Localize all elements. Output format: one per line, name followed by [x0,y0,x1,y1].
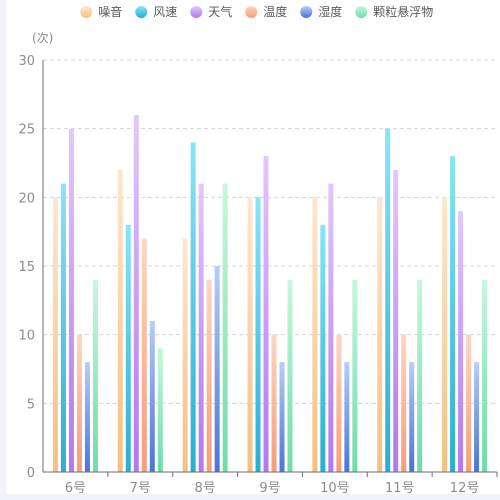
bar-颗粒悬浮物-6号[interactable] [92,279,98,472]
bar-噪音-8号[interactable] [182,238,188,472]
legend-label: 颗粒悬浮物 [373,4,433,19]
bar-天气-8号[interactable] [198,183,204,472]
bar-风速-6号[interactable] [60,183,66,472]
bar-噪音-6号[interactable] [52,197,58,473]
bar-温度-6号[interactable] [76,334,82,472]
legend-item[interactable]: 天气 [190,4,232,19]
bar-天气-10号[interactable] [328,183,334,472]
legend-label: 天气 [208,4,232,19]
bar-噪音-10号[interactable] [312,197,318,473]
bar-噪音-7号[interactable] [117,169,123,472]
legend-item[interactable]: 噪音 [80,4,122,19]
bar-温度-12号[interactable] [466,334,472,472]
bar-风速-8号[interactable] [190,142,196,472]
legend-marker [135,6,148,18]
axes: 0 5 10 15 20 25 30 6号 7号 8号 9号 10号 11号 12号 [18,54,498,496]
legend-marker [190,6,203,18]
bar-风速-11号[interactable] [385,128,391,472]
bar-湿度-6号[interactable] [84,362,90,472]
x-tick-label: 7号 [130,481,151,496]
legend-marker [245,6,258,18]
x-tick-label: 10号 [320,481,350,496]
bar-噪音-11号[interactable] [377,197,383,473]
bar-天气-12号[interactable] [458,211,464,473]
bar-颗粒悬浮物-7号[interactable] [157,348,163,472]
y-tick-label: 15 [18,260,35,275]
bar-湿度-12号[interactable] [474,362,480,472]
bar-天气-9号[interactable] [263,156,269,472]
x-tick-label: 8号 [195,481,216,496]
x-tick-label: 12号 [450,481,480,496]
bar-颗粒悬浮物-10号[interactable] [352,279,358,472]
bar-湿度-7号[interactable] [149,320,155,472]
bar-温度-11号[interactable] [401,334,407,472]
grid-lines [43,59,497,404]
legend-marker [80,6,93,18]
bar-温度-8号[interactable] [206,279,212,472]
y-tick-label: 20 [18,191,35,206]
bar-湿度-11号[interactable] [409,362,415,472]
legend[interactable]: 噪音 风速 天气 温度 湿度 颗粒悬浮物 [80,4,433,19]
bar-颗粒悬浮物-8号[interactable] [222,183,228,472]
legend-item[interactable]: 颗粒悬浮物 [355,4,433,19]
bottom-edge-strip [0,494,500,500]
bar-天气-11号[interactable] [393,169,399,472]
legend-item[interactable]: 风速 [135,5,177,19]
y-tick-label: 10 [18,329,35,344]
legend-item[interactable]: 湿度 [300,4,342,19]
x-tick-label: 9号 [259,481,280,496]
bar-风速-9号[interactable] [255,197,261,473]
y-axis-unit: (次) [32,31,53,45]
bar-风速-12号[interactable] [450,156,456,472]
bar-温度-7号[interactable] [141,238,147,472]
legend-item[interactable]: 温度 [245,4,287,19]
bar-风速-10号[interactable] [320,224,326,472]
left-edge-strip [0,0,6,500]
bar-温度-9号[interactable] [271,334,277,472]
x-tick-label: 11号 [385,481,415,496]
bar-温度-10号[interactable] [336,334,342,472]
bar-天气-7号[interactable] [133,114,139,472]
x-tick-label: 6号 [65,481,86,496]
legend-marker [355,6,368,18]
bar-湿度-8号[interactable] [214,266,220,472]
bar-天气-6号[interactable] [68,128,74,472]
bar-风速-7号[interactable] [125,224,131,472]
legend-label: 风速 [153,5,177,19]
bar-噪音-9号[interactable] [247,197,253,473]
y-tick-label: 25 [18,123,35,138]
legend-marker [300,6,313,18]
bar-颗粒悬浮物-11号[interactable] [417,279,423,472]
bar-湿度-10号[interactable] [344,362,350,472]
bar-噪音-12号[interactable] [442,197,448,473]
legend-label: 湿度 [318,4,342,19]
y-tick-label: 5 [27,397,35,412]
legend-label: 温度 [263,4,287,19]
legend-label: 噪音 [98,4,122,19]
y-tick-label: 0 [27,466,35,481]
bar-湿度-9号[interactable] [279,362,285,472]
y-tick-label: 30 [18,54,35,69]
bars [52,114,488,473]
bar-颗粒悬浮物-9号[interactable] [287,279,293,472]
bar-颗粒悬浮物-12号[interactable] [482,279,488,472]
